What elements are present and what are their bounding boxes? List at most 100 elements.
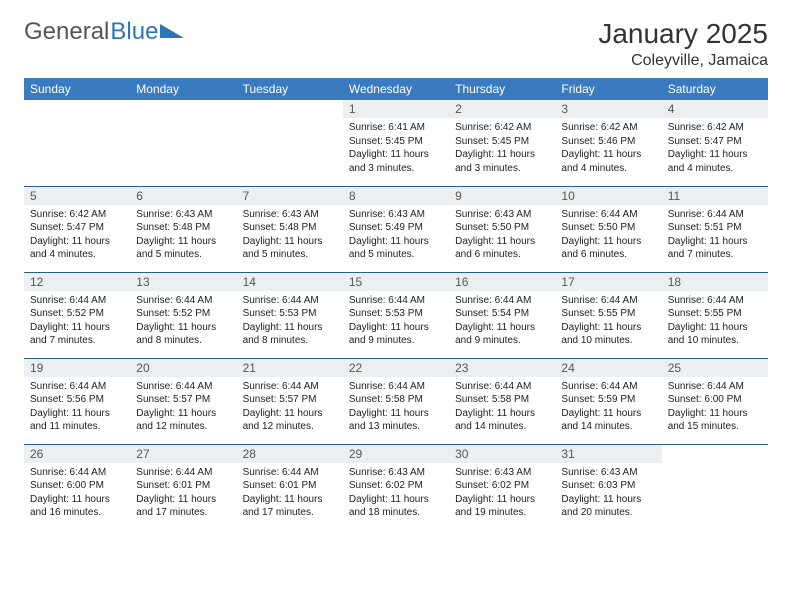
calendar-head: SundayMondayTuesdayWednesdayThursdayFrid…: [24, 78, 768, 100]
day-line-sr: Sunrise: 6:43 AM: [349, 208, 443, 222]
calendar-cell: 14Sunrise: 6:44 AMSunset: 5:53 PMDayligh…: [237, 272, 343, 358]
day-number: 14: [237, 273, 343, 291]
day-line-sr: Sunrise: 6:42 AM: [561, 121, 655, 135]
day-line-ss: Sunset: 5:54 PM: [455, 307, 549, 321]
day-line-sr: Sunrise: 6:44 AM: [30, 294, 124, 308]
day-body: Sunrise: 6:44 AMSunset: 6:01 PMDaylight:…: [237, 463, 343, 523]
day-line-dl: Daylight: 11 hours and 14 minutes.: [561, 407, 655, 434]
calendar-cell: 23Sunrise: 6:44 AMSunset: 5:58 PMDayligh…: [449, 358, 555, 444]
day-body: Sunrise: 6:44 AMSunset: 6:01 PMDaylight:…: [130, 463, 236, 523]
day-line-ss: Sunset: 5:53 PM: [349, 307, 443, 321]
day-line-sr: Sunrise: 6:44 AM: [136, 380, 230, 394]
day-body: Sunrise: 6:44 AMSunset: 5:58 PMDaylight:…: [343, 377, 449, 437]
calendar-cell: 26Sunrise: 6:44 AMSunset: 6:00 PMDayligh…: [24, 444, 130, 530]
day-line-ss: Sunset: 5:59 PM: [561, 393, 655, 407]
calendar-cell: .: [130, 100, 236, 186]
day-line-sr: Sunrise: 6:44 AM: [349, 294, 443, 308]
day-body: Sunrise: 6:43 AMSunset: 6:02 PMDaylight:…: [449, 463, 555, 523]
day-line-dl: Daylight: 11 hours and 4 minutes.: [561, 148, 655, 175]
calendar-cell: 21Sunrise: 6:44 AMSunset: 5:57 PMDayligh…: [237, 358, 343, 444]
day-line-sr: Sunrise: 6:44 AM: [243, 294, 337, 308]
day-line-dl: Daylight: 11 hours and 3 minutes.: [455, 148, 549, 175]
day-line-sr: Sunrise: 6:44 AM: [668, 380, 762, 394]
day-number: 16: [449, 273, 555, 291]
day-line-sr: Sunrise: 6:42 AM: [30, 208, 124, 222]
day-line-ss: Sunset: 6:03 PM: [561, 479, 655, 493]
calendar-cell: 27Sunrise: 6:44 AMSunset: 6:01 PMDayligh…: [130, 444, 236, 530]
calendar-cell: 31Sunrise: 6:43 AMSunset: 6:03 PMDayligh…: [555, 444, 661, 530]
day-body: Sunrise: 6:43 AMSunset: 6:02 PMDaylight:…: [343, 463, 449, 523]
day-body: Sunrise: 6:42 AMSunset: 5:45 PMDaylight:…: [449, 118, 555, 178]
day-body: Sunrise: 6:43 AMSunset: 5:50 PMDaylight:…: [449, 205, 555, 265]
day-line-dl: Daylight: 11 hours and 12 minutes.: [243, 407, 337, 434]
day-body: Sunrise: 6:44 AMSunset: 5:55 PMDaylight:…: [555, 291, 661, 351]
day-line-dl: Daylight: 11 hours and 16 minutes.: [30, 493, 124, 520]
day-line-dl: Daylight: 11 hours and 5 minutes.: [136, 235, 230, 262]
calendar-cell: 17Sunrise: 6:44 AMSunset: 5:55 PMDayligh…: [555, 272, 661, 358]
day-line-dl: Daylight: 11 hours and 11 minutes.: [30, 407, 124, 434]
day-number: 2: [449, 100, 555, 118]
day-line-ss: Sunset: 5:56 PM: [30, 393, 124, 407]
day-line-ss: Sunset: 5:58 PM: [349, 393, 443, 407]
logo-text-1: General: [24, 18, 109, 46]
day-line-dl: Daylight: 11 hours and 18 minutes.: [349, 493, 443, 520]
day-line-dl: Daylight: 11 hours and 20 minutes.: [561, 493, 655, 520]
logo-text-2: Blue: [110, 18, 158, 46]
calendar-row: 26Sunrise: 6:44 AMSunset: 6:00 PMDayligh…: [24, 444, 768, 530]
day-line-sr: Sunrise: 6:42 AM: [455, 121, 549, 135]
day-number: 11: [662, 187, 768, 205]
day-body: Sunrise: 6:44 AMSunset: 5:50 PMDaylight:…: [555, 205, 661, 265]
day-line-dl: Daylight: 11 hours and 19 minutes.: [455, 493, 549, 520]
day-line-ss: Sunset: 6:02 PM: [349, 479, 443, 493]
day-body: Sunrise: 6:44 AMSunset: 6:00 PMDaylight:…: [24, 463, 130, 523]
day-line-sr: Sunrise: 6:44 AM: [668, 208, 762, 222]
day-line-ss: Sunset: 5:51 PM: [668, 221, 762, 235]
day-line-dl: Daylight: 11 hours and 17 minutes.: [243, 493, 337, 520]
day-line-dl: Daylight: 11 hours and 6 minutes.: [455, 235, 549, 262]
day-line-dl: Daylight: 11 hours and 8 minutes.: [243, 321, 337, 348]
day-line-dl: Daylight: 11 hours and 7 minutes.: [668, 235, 762, 262]
day-number: 8: [343, 187, 449, 205]
day-line-ss: Sunset: 5:55 PM: [668, 307, 762, 321]
day-line-ss: Sunset: 6:00 PM: [30, 479, 124, 493]
calendar-row: 12Sunrise: 6:44 AMSunset: 5:52 PMDayligh…: [24, 272, 768, 358]
day-line-sr: Sunrise: 6:44 AM: [455, 294, 549, 308]
day-number: 25: [662, 359, 768, 377]
day-number: 24: [555, 359, 661, 377]
day-number: 1: [343, 100, 449, 118]
calendar-cell: 20Sunrise: 6:44 AMSunset: 5:57 PMDayligh…: [130, 358, 236, 444]
day-line-ss: Sunset: 5:52 PM: [136, 307, 230, 321]
day-line-dl: Daylight: 11 hours and 8 minutes.: [136, 321, 230, 348]
weekday-header: Friday: [555, 78, 661, 100]
day-line-ss: Sunset: 5:47 PM: [668, 135, 762, 149]
calendar-cell: 2Sunrise: 6:42 AMSunset: 5:45 PMDaylight…: [449, 100, 555, 186]
weekday-header: Tuesday: [237, 78, 343, 100]
day-number: 7: [237, 187, 343, 205]
day-body: Sunrise: 6:44 AMSunset: 6:00 PMDaylight:…: [662, 377, 768, 437]
day-number: 29: [343, 445, 449, 463]
day-line-dl: Daylight: 11 hours and 14 minutes.: [455, 407, 549, 434]
day-line-dl: Daylight: 11 hours and 5 minutes.: [349, 235, 443, 262]
weekday-header: Wednesday: [343, 78, 449, 100]
day-number: 30: [449, 445, 555, 463]
day-line-dl: Daylight: 11 hours and 12 minutes.: [136, 407, 230, 434]
calendar-cell: 15Sunrise: 6:44 AMSunset: 5:53 PMDayligh…: [343, 272, 449, 358]
day-body: Sunrise: 6:42 AMSunset: 5:47 PMDaylight:…: [662, 118, 768, 178]
day-number: 23: [449, 359, 555, 377]
weekday-header: Sunday: [24, 78, 130, 100]
calendar-row: 19Sunrise: 6:44 AMSunset: 5:56 PMDayligh…: [24, 358, 768, 444]
day-body: Sunrise: 6:42 AMSunset: 5:47 PMDaylight:…: [24, 205, 130, 265]
calendar-cell: .: [237, 100, 343, 186]
calendar-cell: 9Sunrise: 6:43 AMSunset: 5:50 PMDaylight…: [449, 186, 555, 272]
calendar-cell: 8Sunrise: 6:43 AMSunset: 5:49 PMDaylight…: [343, 186, 449, 272]
calendar-cell: 19Sunrise: 6:44 AMSunset: 5:56 PMDayligh…: [24, 358, 130, 444]
calendar-cell: 30Sunrise: 6:43 AMSunset: 6:02 PMDayligh…: [449, 444, 555, 530]
day-number: 17: [555, 273, 661, 291]
day-line-sr: Sunrise: 6:44 AM: [243, 380, 337, 394]
day-number: 9: [449, 187, 555, 205]
day-number: 31: [555, 445, 661, 463]
weekday-header: Saturday: [662, 78, 768, 100]
day-body: Sunrise: 6:44 AMSunset: 5:56 PMDaylight:…: [24, 377, 130, 437]
day-number: 6: [130, 187, 236, 205]
calendar-cell: 5Sunrise: 6:42 AMSunset: 5:47 PMDaylight…: [24, 186, 130, 272]
